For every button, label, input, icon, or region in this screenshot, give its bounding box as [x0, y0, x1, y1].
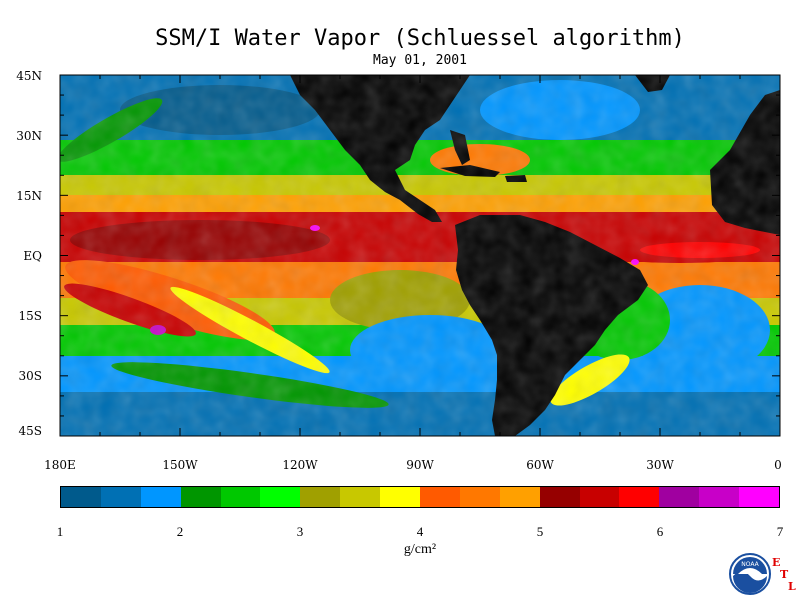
lon-label: 0	[774, 458, 782, 472]
noaa-etl-logo: NOAA E T L	[728, 552, 798, 596]
lat-label: 30N	[16, 129, 42, 143]
axis-ticks	[59, 74, 781, 437]
lat-label: EQ	[23, 249, 42, 263]
colorbar-cell	[260, 487, 301, 507]
colorbar-label: 5	[536, 524, 544, 539]
colorbar-cell	[180, 487, 221, 507]
colorbar-label: 4	[416, 524, 424, 539]
colorbar-cell	[579, 487, 620, 507]
colorbar-label: 7	[776, 524, 784, 539]
lon-label: 180E	[44, 458, 76, 472]
lat-label: 45S	[18, 424, 43, 438]
lat-label: 30S	[18, 369, 43, 383]
etl-letter-t: T	[780, 568, 789, 581]
lat-label: 15S	[18, 309, 43, 323]
colorbar-cell	[380, 487, 421, 507]
lon-label: 90W	[406, 458, 434, 472]
colorbar-cell	[739, 487, 780, 507]
colorbar-unit: g/cm²	[403, 542, 437, 557]
noaa-text: NOAA	[741, 561, 759, 568]
map-date: May 01, 2001	[373, 53, 467, 68]
colorbar-cell	[220, 487, 261, 507]
colorbar-cell	[699, 487, 740, 507]
noaa-emblem: NOAA	[729, 553, 771, 595]
colorbar-cell	[140, 487, 181, 507]
colorbar-cell	[459, 487, 500, 507]
lat-label: 15N	[16, 189, 42, 203]
map-title: SSM/I Water Vapor (Schluessel algorithm)	[155, 26, 685, 51]
colorbar-cell	[499, 487, 540, 507]
etl-letter-l: L	[788, 580, 796, 593]
lon-label: 150W	[162, 458, 198, 472]
colorbar-cell	[539, 487, 580, 507]
colorbar-label: 2	[176, 524, 184, 539]
colorbar-cell	[420, 487, 460, 507]
colorbar-cell	[340, 487, 381, 507]
etl-letter-e: E	[772, 556, 781, 569]
lat-label: 45N	[16, 69, 42, 83]
colorbar	[60, 486, 780, 508]
colorbar-label: 3	[296, 524, 304, 539]
colorbar-cell	[619, 487, 660, 507]
colorbar-cell	[300, 487, 341, 507]
lon-label: 60W	[526, 458, 554, 472]
colorbar-cell	[100, 487, 141, 507]
lon-label: 30W	[646, 458, 674, 472]
colorbar-label: 6	[656, 524, 664, 539]
colorbar-cell	[659, 487, 700, 507]
colorbar-cell	[61, 487, 101, 507]
colorbar-label: 1	[56, 524, 64, 539]
noise-texture	[60, 75, 780, 436]
lon-label: 120W	[282, 458, 318, 472]
